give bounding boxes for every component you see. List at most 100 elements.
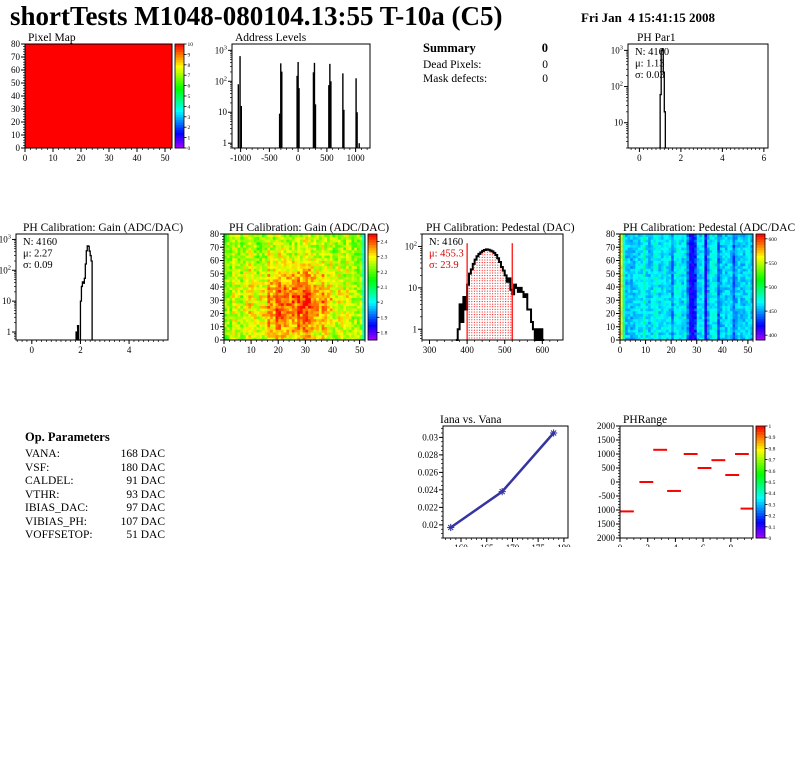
phrange-title: PHRange [623,414,667,426]
svg-text:50: 50 [606,269,616,279]
svg-text:10: 10 [188,42,194,48]
svg-text:10: 10 [606,322,616,332]
ph-par1-stat-line: μ: 1.13 [635,59,665,70]
summary-row-mask-defects: Mask defects: 0 [423,73,548,87]
op-param-row-vana: VANA: 168 DAC [25,448,165,462]
op-param-value: 91 DAC [126,475,165,487]
svg-text:10: 10 [2,296,12,306]
svg-text:60: 60 [606,256,616,266]
pad-pixel-map: 0 10 20 30 40 50 0 10 20 30 40 50 60 70 80 0 1 2 3 4 5 6 7 8 9 10… [0,30,199,170]
address-levels-chart: -1000 -500 0 500 1000 1 10 102 103 Address Levels [215,32,371,163]
gain-hist-stat-line: N: 4160 [23,237,57,248]
svg-text:20: 20 [77,153,87,163]
svg-text:1.9: 1.9 [381,315,388,321]
op-param-row-vibias-ph: VIBIAS_PH: 107 DAC [25,516,165,530]
svg-text:20: 20 [274,345,284,355]
svg-text:40: 40 [718,345,728,355]
svg-text:600: 600 [536,345,550,355]
svg-text:10: 10 [210,322,220,332]
svg-text:2: 2 [188,125,191,131]
svg-text:20: 20 [210,309,220,319]
svg-text:40: 40 [210,282,220,292]
ph-par1-stat-line: N: 4160 [635,47,669,58]
op-param-row-vsf: VSF: 180 DAC [25,462,165,476]
svg-text:40: 40 [606,282,616,292]
svg-text:400: 400 [769,333,778,339]
svg-text:70: 70 [11,52,21,62]
svg-text:30: 30 [606,295,616,305]
op-param-value: 97 DAC [126,502,165,514]
svg-text:0: 0 [618,345,623,355]
svg-text:70: 70 [606,242,616,252]
summary-row-label: Mask defects: [423,72,488,85]
svg-text:102: 102 [215,75,227,86]
op-parameters-panel: Op. Parameters VANA: 168 DAC VSF: 180 DA… [25,430,165,543]
svg-text:4: 4 [720,153,725,163]
svg-text:10: 10 [247,345,257,355]
svg-text:40: 40 [11,91,21,101]
svg-text:60: 60 [210,256,220,266]
svg-text:9: 9 [188,52,191,58]
svg-text:-1000: -1000 [230,153,251,163]
svg-text:0: 0 [296,153,301,163]
pad-pedestal-heatmap: 0 10 20 30 40 50 0 10 20 30 40 50 60 70 80 400 450 500 550… [597,220,796,360]
gain-map-title: PH Calibration: Gain (ADC/DAC) [229,222,389,234]
gain-hist-stat-line: σ: 0.09 [23,260,53,271]
svg-text:30: 30 [692,345,702,355]
svg-text:10: 10 [641,345,651,355]
op-param-value: 93 DAC [126,488,165,501]
gain-hist-title: PH Calibration: Gain (ADC/DAC) [23,222,183,234]
svg-text:30: 30 [301,345,311,355]
summary-title: Summary [423,41,476,55]
op-param-label: VSF: [25,461,50,474]
svg-text:300: 300 [423,345,437,355]
svg-text:1: 1 [223,138,228,148]
svg-text:4: 4 [188,104,191,110]
svg-text:30: 30 [210,295,220,305]
svg-text:103: 103 [0,233,11,244]
svg-text:50: 50 [210,269,220,279]
svg-text:600: 600 [769,237,778,243]
op-param-label: VIBIAS_PH: [25,515,87,528]
svg-text:20: 20 [667,345,677,355]
svg-text:0: 0 [16,143,21,153]
ph-par1-title: PH Par1 [637,32,676,44]
svg-text:50: 50 [161,153,171,163]
svg-text:0: 0 [222,345,227,355]
svg-text:6: 6 [762,153,767,163]
svg-text:2: 2 [381,300,384,306]
op-param-value: 180 DAC [120,461,165,474]
op-param-label: VOFFSETOP: [25,529,93,541]
op-parameters-title-text: Op. Parameters [25,430,110,444]
svg-text:40: 40 [133,153,143,163]
svg-text:1: 1 [413,324,418,334]
phrange-chart: 024682000150010005000-50010001500200000.… [597,414,776,547]
summary-row-value: 0 [542,59,548,71]
op-param-row-vthr: VTHR: 93 DAC [25,489,165,503]
iana-title: Iana vs. Vana [440,414,501,426]
summary-row-dead-pixels: Dead Pixels: 0 [423,59,548,73]
pad-iana-vs-vana: 1601651701751800.020.0220.0240.0260.0280… [410,412,585,547]
op-param-row-ibias-dac: IBIAS_DAC: 97 DAC [25,502,165,516]
op-param-label: VTHR: [25,488,60,501]
pedestal-hist-title: PH Calibration: Pedestal (DAC) [426,222,575,234]
svg-text:1: 1 [188,136,191,142]
svg-text:5: 5 [188,94,191,100]
pedestal-map-title: PH Calibration: Pedestal (ADC/DAC [623,222,795,234]
summary-panel: Summary 0 Dead Pixels: 0 Mask defects: 0 [423,41,548,86]
svg-text:8: 8 [188,63,191,69]
summary-total: 0 [541,41,548,55]
summary-header: Summary 0 [423,41,548,56]
svg-text:10: 10 [408,283,418,293]
svg-text:20: 20 [606,309,616,319]
svg-text:50: 50 [11,78,21,88]
svg-text:2: 2 [78,345,83,355]
svg-text:30: 30 [11,104,21,114]
op-parameters-title: Op. Parameters [25,430,165,445]
svg-text:1.8: 1.8 [381,330,388,336]
svg-text:103: 103 [611,44,623,55]
op-param-label: IBIAS_DAC: [25,502,89,514]
svg-text:102: 102 [405,240,417,251]
